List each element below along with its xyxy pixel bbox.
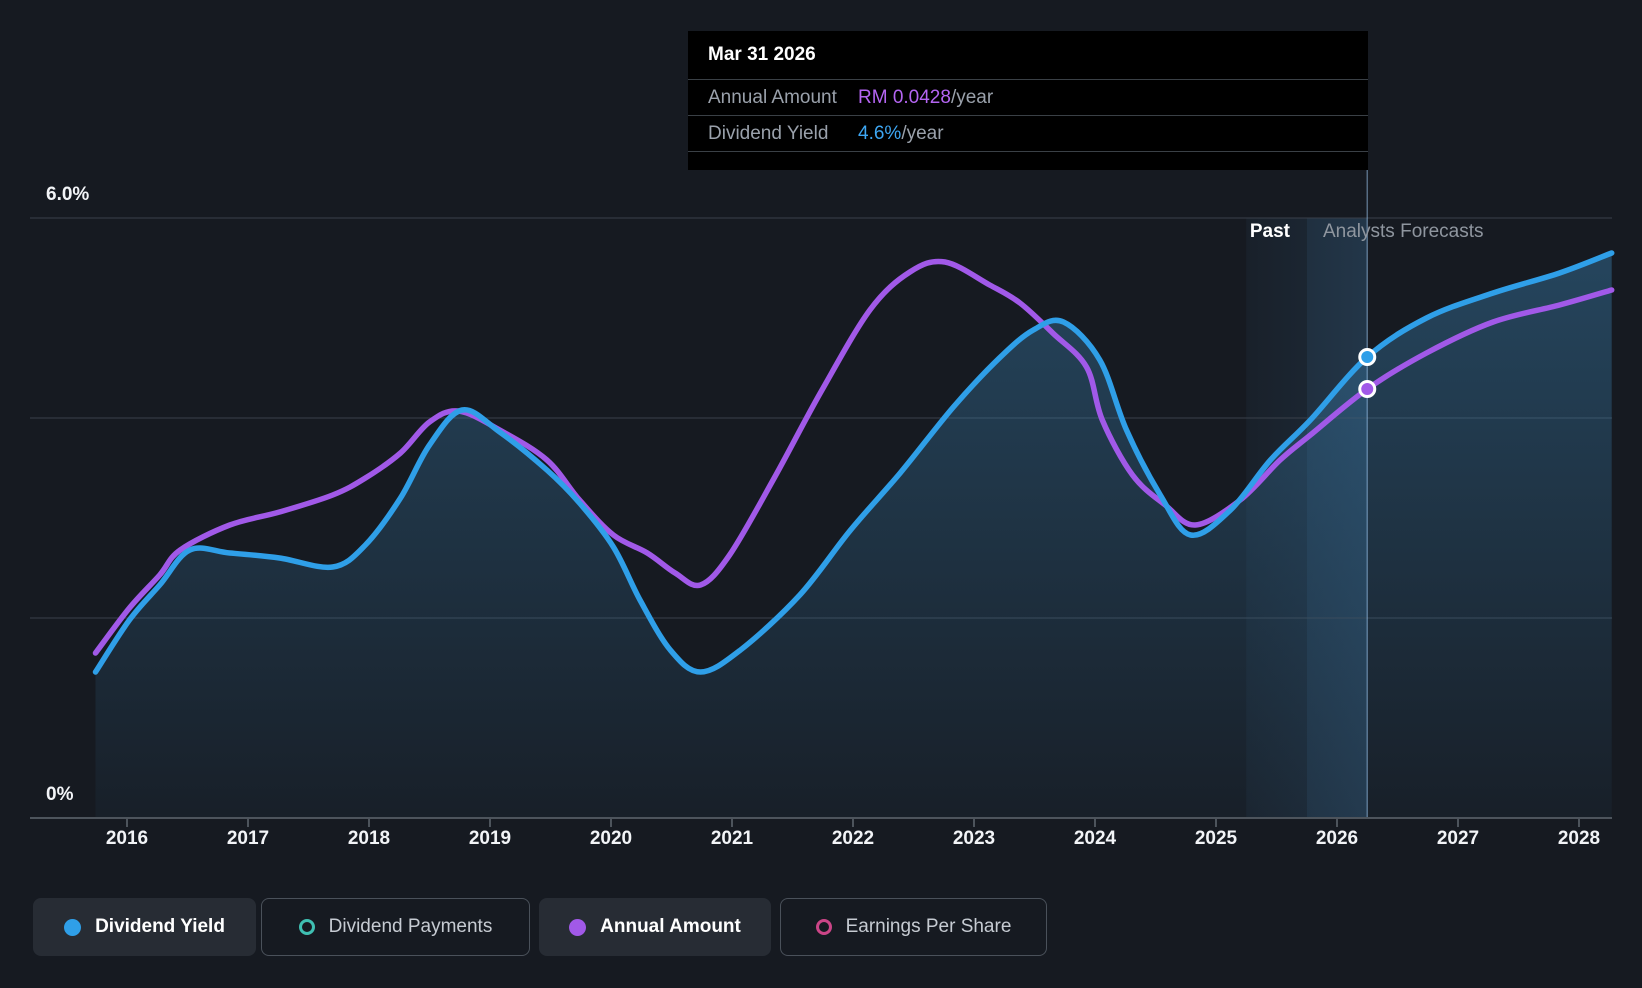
tooltip-date: Mar 31 2026: [688, 31, 1368, 80]
tooltip-dividend-yield-suffix: /year: [901, 122, 944, 144]
legend-dividend-payments-label: Dividend Payments: [328, 916, 493, 937]
x-axis-year-label: 2021: [710, 828, 754, 849]
legend-earnings-per-share-label: Earnings Per Share: [845, 916, 1012, 937]
legend-annual-amount-label: Annual Amount: [600, 916, 741, 937]
tooltip-annual-amount-suffix: /year: [950, 86, 994, 108]
legend-dividend-yield-label: Dividend Yield: [95, 916, 225, 937]
x-axis-year-label: 2020: [589, 828, 633, 849]
dividend-yield-dot-icon: [64, 918, 82, 936]
y-axis-label: 0%: [46, 784, 74, 805]
tooltip-annual-amount-row: Annual Amount RM 0.0428/year: [688, 80, 1368, 116]
dividend-yield-area: [95, 253, 1612, 818]
tooltip-dividend-yield-row: Dividend Yield 4.6%/year: [688, 116, 1368, 152]
legend-annual-amount-button[interactable]: Annual Amount: [539, 898, 771, 956]
x-axis-year-label: 2026: [1315, 828, 1359, 849]
x-axis-year-label: 2027: [1436, 828, 1480, 849]
x-axis-year-label: 2016: [105, 828, 149, 849]
y-axis-label: 6.0%: [46, 184, 90, 205]
x-axis-year-label: 2018: [347, 828, 391, 849]
x-axis-year-label: 2017: [226, 828, 270, 849]
analysts-forecasts-label: Analysts Forecasts: [1323, 221, 1484, 242]
annual-amount-dot-icon: [569, 918, 587, 936]
tooltip-dividend-yield-label: Dividend Yield: [708, 122, 829, 144]
past-label: Past: [1249, 221, 1290, 242]
dividend-payments-ring-icon: [298, 919, 315, 935]
annual-amount-line: [92, 258, 1615, 656]
x-axis-year-label: 2019: [468, 828, 512, 849]
dividend-yield-marker[interactable]: [1358, 348, 1377, 366]
x-axis-year-label: 2028: [1557, 828, 1601, 849]
tooltip-annual-amount-value: RM 0.0428: [858, 86, 951, 108]
legend-dividend-payments-button[interactable]: Dividend Payments: [261, 898, 530, 956]
legend-dividend-yield-button[interactable]: Dividend Yield: [33, 898, 256, 956]
earnings-per-share-ring-icon: [815, 919, 832, 935]
chart-tooltip: Mar 31 2026 Annual Amount RM 0.0428/year…: [688, 31, 1368, 170]
annual-amount-marker[interactable]: [1358, 380, 1377, 398]
tooltip-annual-amount-label: Annual Amount: [708, 86, 837, 108]
dividend-yield-line: [92, 250, 1615, 675]
x-axis-year-label: 2022: [831, 828, 875, 849]
tooltip-dividend-yield-value: 4.6%: [858, 122, 902, 144]
x-axis-year-label: 2024: [1073, 828, 1117, 849]
x-axis-year-label: 2025: [1194, 828, 1238, 849]
legend-earnings-per-share-button[interactable]: Earnings Per Share: [780, 898, 1047, 956]
x-axis-year-label: 2023: [952, 828, 996, 849]
